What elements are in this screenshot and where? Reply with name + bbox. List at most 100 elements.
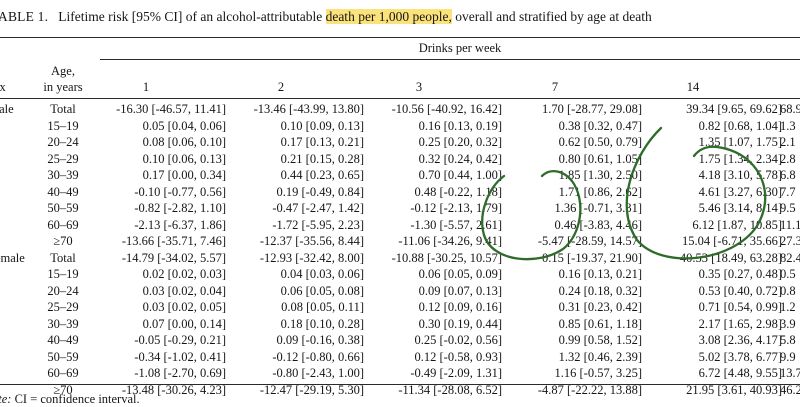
drinks-3-cell: 0.12 [-0.58, 0.93] xyxy=(414,349,503,364)
table-row: Male Total -16.30 [-46.57, 11.41] -13.46 [-… xyxy=(0,101,800,118)
age-cell: ≥70 xyxy=(53,234,73,248)
table-row: 40–49 -0.05 [-0.29, 0.21] 0.09 [-0.16, 0.3… xyxy=(0,332,800,349)
drinks-21-cell: 1.2 xyxy=(780,300,796,314)
drinks-21-cell: 46.28 xyxy=(780,382,800,397)
drinks-21-cell: 11.1 xyxy=(780,217,800,232)
drinks-14-header: 14 xyxy=(686,80,700,94)
drinks-3-cell: 0.06 [0.05, 0.09] xyxy=(418,267,502,281)
caption-text: Lifetime risk [95% CI] of an alcohol-att… xyxy=(58,9,326,24)
drinks-14-cell: 6.12 [1.87, 10.85] xyxy=(692,217,782,232)
drinks-1-cell: 0.03 [0.02, 0.05] xyxy=(142,300,226,314)
drinks-14-cell: 39.34 [9.65, 69.62] xyxy=(686,102,782,116)
drinks-3-cell: -11.34 [-28.08, 6.52] xyxy=(398,382,502,397)
drinks-7-cell: 0.46 [-3.83, 4.46] xyxy=(554,217,643,232)
table-row: 20–24 0.08 [0.06, 0.10] 0.17 [0.13, 0.21] 0… xyxy=(0,134,800,151)
drinks-14-cell: 0.71 [0.54, 0.99] xyxy=(698,300,782,314)
table-row: 30–39 0.17 [0.00, 0.34] 0.44 [0.23, 0.65] 0… xyxy=(0,167,800,184)
drinks-14-cell: 6.72 [4.48, 9.55] xyxy=(698,366,782,380)
caption-text-end: overall and stratified by age at death xyxy=(451,9,652,24)
drinks-1-cell: -0.10 [-0.77, 0.56] xyxy=(134,184,226,199)
drinks-7-cell: 1.85 [1.30, 2.50] xyxy=(558,168,642,182)
drinks-3-cell: 0.09 [0.07, 0.13] xyxy=(418,283,502,298)
age-header-line2: in years xyxy=(43,80,83,94)
age-cell: 40–49 xyxy=(47,184,79,199)
drinks-7-cell: 0.16 [0.13, 0.21] xyxy=(558,267,642,281)
drinks-1-cell: 0.02 [0.02, 0.03] xyxy=(142,267,226,281)
drinks-3-cell: -11.06 [-34.26, 9.41] xyxy=(398,234,502,248)
table-row: 50–59 -0.82 [-2.82, 1.10] -0.47 [-2.47, 1.… xyxy=(0,200,800,217)
drinks-2-cell: 0.19 [-0.49, 0.84] xyxy=(276,184,365,199)
drinks-1-cell: -13.48 [-30.26, 4.23] xyxy=(121,382,226,397)
drinks-1-header: 1 xyxy=(142,80,150,94)
drinks-7-cell: 1.70 [-28.77, 29.08] xyxy=(542,102,642,116)
drinks-2-header: 2 xyxy=(277,80,285,94)
drinks-2-cell: -0.12 [-0.80, 0.66] xyxy=(272,349,364,364)
drinks-21-cell: 27.30 xyxy=(780,234,800,248)
drinks-3-cell: -10.88 [-30.25, 10.57] xyxy=(391,250,502,265)
drinks-2-cell: 0.21 [0.15, 0.28] xyxy=(280,151,364,166)
drinks-2-cell: 0.44 [0.23, 0.65] xyxy=(280,168,364,182)
drinks-2-cell: 0.10 [0.09, 0.13] xyxy=(280,118,364,133)
age-cell: ≥70 xyxy=(53,382,73,397)
drinks-1-cell: -16.30 [-46.57, 11.41] xyxy=(116,102,226,116)
drinks-3-cell: -0.12 [-2.13, 1.79] xyxy=(410,201,502,215)
age-cell: 20–24 xyxy=(47,283,79,298)
drinks-21-cell: 9.9 xyxy=(780,349,796,364)
drinks-2-cell: -12.47 [-29.19, 5.30] xyxy=(259,382,364,397)
drinks-7-cell: 0.24 [0.18, 0.32] xyxy=(558,283,642,298)
table-row: ≥70 -13.48 [-30.26, 4.23] -12.47 [-29.19, … xyxy=(0,382,800,399)
drinks-7-cell: 1.36 [-0.71, 3.31] xyxy=(554,201,643,215)
drinks-2-cell: 0.09 [-0.16, 0.38] xyxy=(276,333,365,347)
table-row: Female Total -14.79 [-34.02, 5.57] -12.93 [… xyxy=(0,250,800,267)
drinks-14-cell: 40.53 [18.49, 63.28] xyxy=(679,250,782,265)
drinks-1-cell: 0.05 [0.04, 0.06] xyxy=(142,118,226,133)
age-cell: Total xyxy=(50,250,76,265)
drinks-2-cell: -12.37 [-35.56, 8.44] xyxy=(259,234,364,248)
drinks-14-cell: 1.35 [1.07, 1.75] xyxy=(698,135,782,149)
drinks-7-cell: 0.99 [0.58, 1.52] xyxy=(558,333,642,347)
drinks-7-cell: 0.31 [0.23, 0.42] xyxy=(558,300,642,314)
caption-highlight: death per 1,000 people, xyxy=(325,9,452,24)
age-cell: 50–59 xyxy=(47,201,79,215)
drinks-21-cell: 1.3 xyxy=(780,118,796,133)
table-row: 50–59 -0.34 [-1.02, 0.41] -0.12 [-0.80, 0.… xyxy=(0,349,800,366)
drinks-21-cell: 68.92 xyxy=(780,102,800,116)
drinks-7-cell: 0.80 [0.61, 1.05] xyxy=(558,151,642,166)
drinks-14-cell: 2.17 [1.65, 2.98] xyxy=(698,316,782,331)
drinks-7-cell: -4.87 [-22.22, 13.88] xyxy=(537,382,642,397)
table-footnote: ote: CI = confidence interval. xyxy=(0,392,140,406)
drinks-3-cell: 0.70 [0.44, 1.00] xyxy=(418,168,502,182)
drinks-3-header: 3 xyxy=(415,80,423,94)
drinks-1-cell: -13.66 [-35.71, 7.46] xyxy=(121,234,226,248)
table-row: 25–29 0.03 [0.02, 0.05] 0.08 [0.05, 0.11] 0… xyxy=(0,299,800,316)
drinks-21-cell: 5.8 xyxy=(780,333,796,347)
drinks-3-cell: 0.16 [0.13, 0.19] xyxy=(418,118,502,133)
drinks-2-cell: 0.06 [0.05, 0.08] xyxy=(280,283,364,298)
drinks-2-cell: -12.93 [-32.42, 8.00] xyxy=(259,250,364,265)
table-number: ABLE 1. xyxy=(0,9,49,24)
drinks-3-cell: -1.30 [-5.57, 2.61] xyxy=(410,217,502,232)
table-row: 25–29 0.10 [0.06, 0.13] 0.21 [0.15, 0.28] 0… xyxy=(0,151,800,168)
table-row: 40–49 -0.10 [-0.77, 0.56] 0.19 [-0.49, 0.8… xyxy=(0,184,800,201)
drinks-1-cell: 0.17 [0.00, 0.34] xyxy=(142,168,226,182)
drinks-2-cell: -0.80 [-2.43, 1.00] xyxy=(272,366,364,380)
drinks-21-cell: 0.5 xyxy=(780,267,796,281)
drinks-21-cell: 82.43 xyxy=(780,250,800,265)
table-row: 20–24 0.03 [0.02, 0.04] 0.06 [0.05, 0.08] 0… xyxy=(0,283,800,300)
age-cell: 15–19 xyxy=(47,118,79,133)
drinks-21-cell: 2.1 xyxy=(780,135,796,149)
table-body: Male Total -16.30 [-46.57, 11.41] -13.46 [-… xyxy=(0,101,800,398)
drinks-7-cell: -5.47 [-28.59, 14.57] xyxy=(537,234,642,248)
drinks-21-cell: 7.7 xyxy=(780,184,796,199)
age-cell: 20–24 xyxy=(47,135,79,149)
drinks-14-cell: 1.75 [1.34, 2.34] xyxy=(698,151,782,166)
drinks-21-cell: 2.8 xyxy=(780,151,796,166)
age-cell: Total xyxy=(50,102,76,116)
table-row: 30–39 0.07 [0.00, 0.14] 0.18 [0.10, 0.28] 0… xyxy=(0,316,800,333)
table-top-rule xyxy=(0,37,800,38)
drinks-7-cell: 0.15 [-19.37, 21.90] xyxy=(542,250,642,265)
drinks-14-cell: 0.35 [0.27, 0.48] xyxy=(698,267,782,281)
drinks-14-cell: 0.53 [0.40, 0.72] xyxy=(698,283,782,298)
table-caption: ABLE 1. Lifetime risk [95% CI] of an alc… xyxy=(0,8,652,26)
age-cell: 30–39 xyxy=(47,168,79,182)
